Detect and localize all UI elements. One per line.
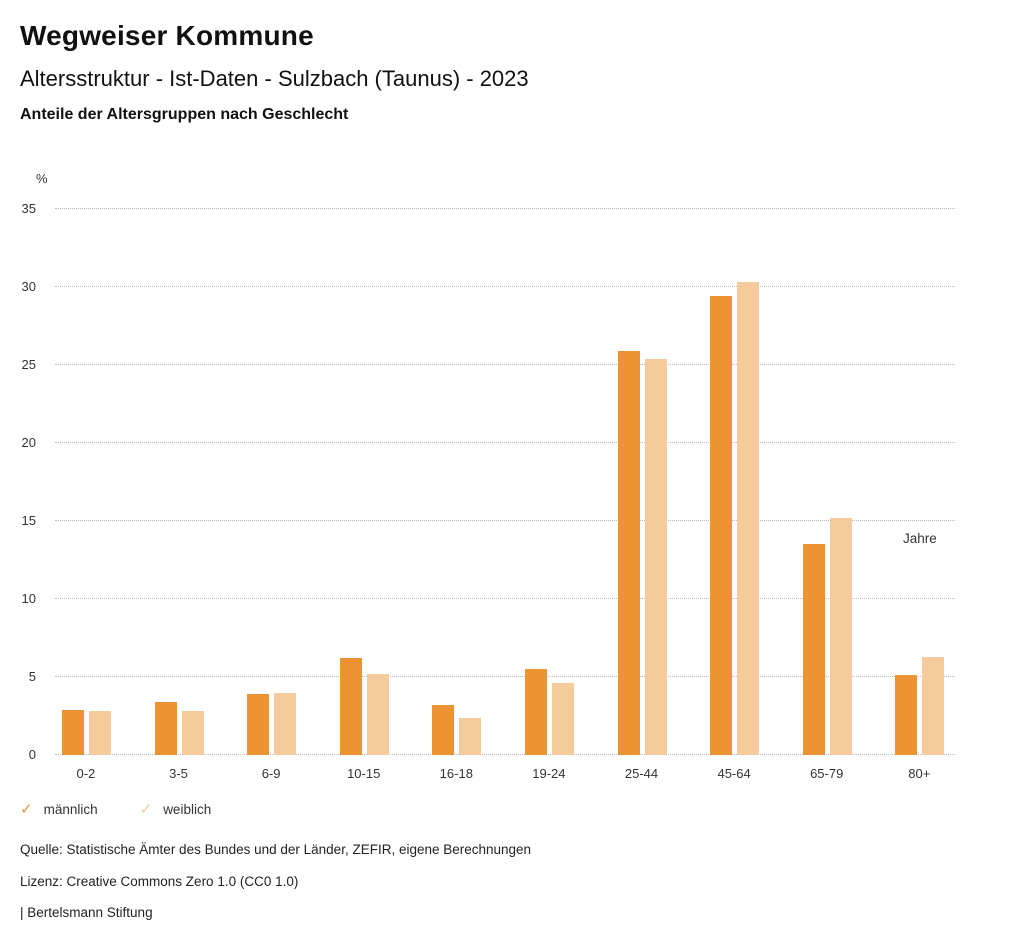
gridline-20 bbox=[55, 442, 955, 443]
bar-maennlich-45-64[interactable] bbox=[710, 296, 733, 755]
y-tick-label-35: 35 bbox=[21, 201, 36, 216]
bar-maennlich-3-5[interactable] bbox=[154, 701, 177, 755]
checkmark-icon: ✓ bbox=[139, 801, 153, 818]
y-tick-label-20: 20 bbox=[21, 435, 36, 450]
gridline-30 bbox=[55, 286, 955, 287]
legend-item-maennlich[interactable]: ✓ männlich bbox=[20, 802, 98, 817]
gridline-0 bbox=[55, 754, 955, 755]
y-tick-label-5: 5 bbox=[28, 669, 36, 684]
bar-maennlich-6-9[interactable] bbox=[247, 694, 270, 755]
bar-maennlich-80plus[interactable] bbox=[895, 675, 918, 755]
footer: Quelle: Statistische Ämter des Bundes un… bbox=[20, 843, 531, 938]
bar-weiblich-80plus[interactable] bbox=[922, 656, 945, 755]
footer-line-1: Quelle: Statistische Ämter des Bundes un… bbox=[20, 842, 532, 857]
checkmark-icon: ✓ bbox=[20, 801, 33, 818]
gridline-5 bbox=[55, 676, 955, 677]
x-tick-label-6-9: 6-9 bbox=[261, 766, 281, 781]
gridline-15 bbox=[55, 520, 955, 521]
x-tick-label-3-5: 3-5 bbox=[169, 766, 188, 781]
bar-weiblich-45-64[interactable] bbox=[737, 282, 760, 755]
x-tick-label-0-2: 0-2 bbox=[76, 766, 96, 781]
bar-weiblich-10-15[interactable] bbox=[366, 673, 389, 755]
bar-weiblich-6-9[interactable] bbox=[274, 692, 297, 755]
gridline-10 bbox=[55, 598, 955, 599]
legend-item-weiblich[interactable]: ✓ weiblich bbox=[140, 802, 212, 817]
x-tick-label-16-18: 16-18 bbox=[439, 766, 473, 781]
bar-maennlich-19-24[interactable] bbox=[524, 669, 547, 755]
legend-label-maennlich: männlich bbox=[43, 802, 98, 817]
x-tick-label-45-64: 45-64 bbox=[717, 766, 751, 781]
bar-weiblich-19-24[interactable] bbox=[551, 683, 574, 755]
bar-weiblich-3-5[interactable] bbox=[181, 711, 204, 755]
x-tick-label-25-44: 25-44 bbox=[624, 766, 659, 781]
bar-weiblich-16-18[interactable] bbox=[459, 717, 482, 755]
x-axis-unit-label: Jahre bbox=[903, 531, 937, 546]
bar-maennlich-10-15[interactable] bbox=[339, 658, 362, 755]
x-tick-label-80plus: 80+ bbox=[908, 766, 931, 781]
y-tick-label-15: 15 bbox=[21, 513, 36, 528]
y-tick-label-10: 10 bbox=[21, 591, 36, 606]
bar-weiblich-25-44[interactable] bbox=[644, 358, 667, 755]
gridline-25 bbox=[55, 364, 955, 365]
bar-maennlich-65-79[interactable] bbox=[802, 544, 825, 755]
y-axis-unit-label: % bbox=[36, 171, 48, 186]
bar-weiblich-0-2[interactable] bbox=[88, 711, 111, 755]
bar-maennlich-16-18[interactable] bbox=[432, 705, 455, 755]
x-tick-label-19-24: 19-24 bbox=[532, 766, 566, 781]
y-tick-label-0: 0 bbox=[28, 747, 36, 762]
footer-line-3: | Bertelsmann Stiftung bbox=[20, 905, 153, 920]
footer-line-2: Lizenz: Creative Commons Zero 1.0 (CC0 1… bbox=[20, 873, 299, 889]
y-tick-label-25: 25 bbox=[21, 357, 36, 372]
legend: ✓ männlich ✓ weiblich bbox=[20, 802, 211, 817]
bar-maennlich-0-2[interactable] bbox=[61, 709, 84, 755]
x-tick-label-65-79: 65-79 bbox=[810, 766, 844, 781]
bar-maennlich-25-44[interactable] bbox=[617, 350, 640, 755]
legend-label-weiblich: weiblich bbox=[163, 802, 212, 817]
chart-heading: Anteile der Altersgruppen nach Geschlech… bbox=[20, 106, 349, 123]
y-tick-label-30: 30 bbox=[21, 279, 36, 294]
gridline-35 bbox=[55, 208, 955, 209]
bar-weiblich-65-79[interactable] bbox=[829, 517, 852, 755]
chart-subtitle: Altersstruktur - Ist-Daten - Sulzbach (T… bbox=[20, 66, 529, 91]
plot-area: 0 5 10 15 20 25 30 35 0-2 3-5 6-9 10-15 16-18 19-24 25… bbox=[22, 201, 955, 781]
app-title: Wegweiser Kommune bbox=[20, 20, 314, 51]
x-tick-label-10-15: 10-15 bbox=[347, 766, 381, 781]
